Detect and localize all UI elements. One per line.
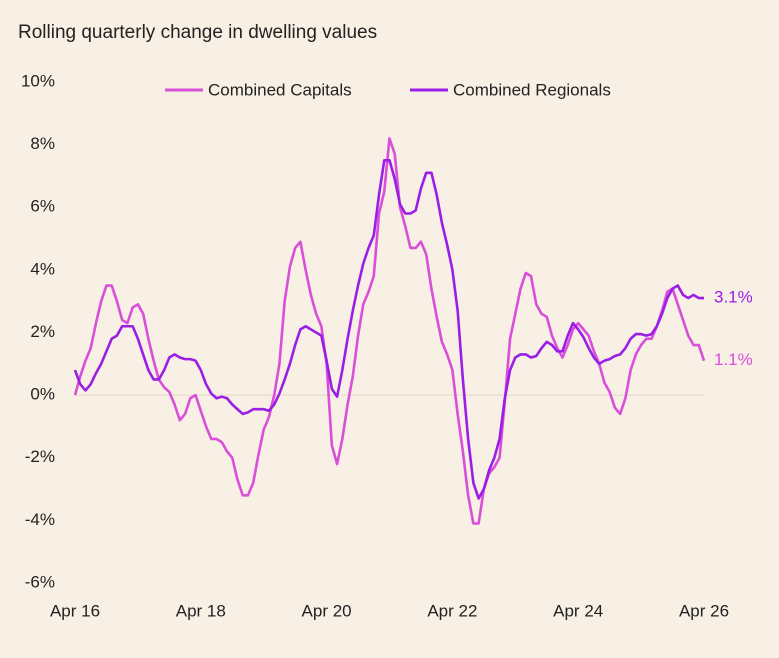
- data-label: 1.1%: [714, 350, 753, 369]
- chart-title: Rolling quarterly change in dwelling val…: [18, 22, 377, 43]
- y-tick-label: -4%: [25, 510, 55, 529]
- y-tick-label: 6%: [30, 197, 55, 216]
- y-tick-label: 10%: [21, 71, 55, 90]
- legend-label: Combined Regionals: [453, 80, 611, 99]
- y-tick-label: 8%: [30, 134, 55, 153]
- x-tick-label: Apr 18: [176, 601, 226, 620]
- legend-label: Combined Capitals: [208, 80, 352, 99]
- x-tick-label: Apr 16: [50, 601, 100, 620]
- x-tick-label: Apr 26: [679, 601, 729, 620]
- series-line: [73, 137, 706, 525]
- series-line: [73, 158, 704, 500]
- y-tick-label: 4%: [30, 259, 55, 278]
- data-label: 3.1%: [714, 288, 753, 307]
- x-tick-label: Apr 24: [553, 601, 603, 620]
- y-tick-label: -6%: [25, 572, 55, 591]
- y-tick-label: 2%: [30, 322, 55, 341]
- x-tick-label: Apr 20: [302, 601, 352, 620]
- x-tick-label: Apr 22: [427, 601, 477, 620]
- y-tick-label: -2%: [25, 447, 55, 466]
- y-tick-label: 0%: [30, 385, 55, 404]
